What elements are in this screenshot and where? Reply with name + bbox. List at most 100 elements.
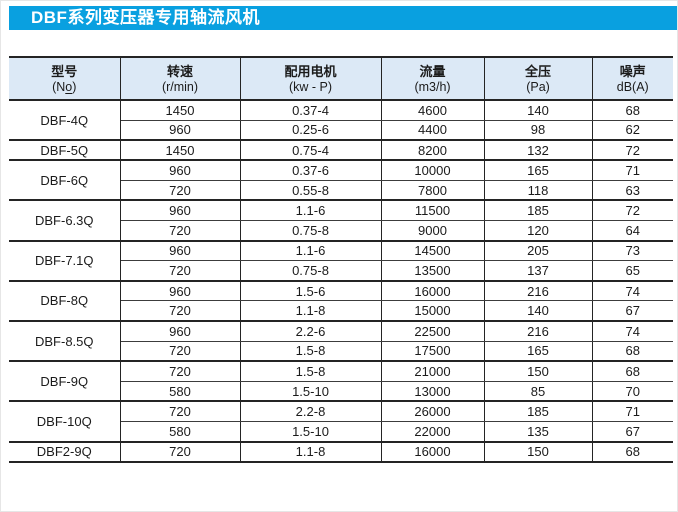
data-cell: 68	[592, 441, 673, 463]
data-cell: 0.75-4	[240, 140, 382, 162]
data-cell: 165	[484, 160, 593, 181]
data-cell: 63	[592, 180, 673, 202]
table-row: 720 0.75-8 9000 120 64	[9, 220, 673, 242]
table-row: DBF-9Q 720 1.5-8 21000 150 68	[9, 361, 673, 403]
data-cell: 1.1-6	[240, 240, 382, 262]
data-cell: 205	[484, 240, 593, 262]
table-row: DBF-8Q 960 1.5-6 16000 216 74	[9, 280, 673, 323]
data-cell: 1.1-8	[240, 300, 382, 323]
table-row: 720 1.5-8 17500 165 68	[9, 341, 673, 363]
data-cell: 185	[484, 401, 593, 423]
data-cell: 2.2-8	[240, 401, 382, 423]
data-cell: 4400	[381, 120, 485, 142]
model-cell: DBF-8Q	[9, 280, 121, 323]
col-header-pressure: 全压 (Pa)	[484, 56, 593, 101]
data-cell: 960	[120, 240, 241, 262]
table-row: DBF-6.3Q 960 1.1-6 11500 185 72	[9, 200, 673, 242]
table-row: DBF-4Q 1450 0.37-4 4600 140 68	[9, 100, 673, 142]
data-cell: 72	[592, 140, 673, 162]
col-header-speed: 转速 (r/min)	[120, 56, 241, 101]
data-cell: 960	[120, 120, 241, 142]
model-cell: DBF-10Q	[9, 401, 121, 443]
data-cell: 68	[592, 100, 673, 121]
data-cell: 22000	[381, 421, 485, 443]
data-cell: 0.75-8	[240, 260, 382, 282]
data-cell: 2.2-6	[240, 321, 382, 342]
data-cell: 0.25-6	[240, 120, 382, 142]
data-cell: 0.37-6	[240, 160, 382, 181]
table-row: 720 1.1-8 15000 140 67	[9, 300, 673, 323]
header-row: 型号 (No) 转速 (r/min) 配用电机 (kw - P) 流量 (m3/…	[9, 56, 673, 101]
fan-spec-table-wrapper: 型号 (No) 转速 (r/min) 配用电机 (kw - P) 流量 (m3/…	[9, 56, 673, 463]
data-cell: 11500	[381, 200, 485, 222]
data-cell: 16000	[381, 441, 485, 463]
table-body: DBF-4Q 1450 0.37-4 4600 140 68 960 0.25-6 4400 98…	[9, 100, 673, 463]
data-cell: 118	[484, 180, 593, 202]
table-row: 720 0.55-8 7800 118 63	[9, 180, 673, 202]
data-cell: 960	[120, 200, 241, 222]
table-row: DBF-7.1Q 960 1.1-6 14500 205 73	[9, 240, 673, 282]
table-row: 580 1.5-10 22000 135 67	[9, 421, 673, 443]
col-header-model-name: 型号	[51, 63, 78, 79]
data-cell: 720	[120, 361, 241, 382]
data-cell: 720	[120, 300, 241, 323]
data-cell: 73	[592, 240, 673, 262]
data-cell: 65	[592, 260, 673, 282]
data-cell: 74	[592, 280, 673, 302]
data-cell: 14500	[381, 240, 485, 262]
data-cell: 13000	[381, 381, 485, 403]
data-cell: 132	[484, 140, 593, 162]
data-cell: 960	[120, 321, 241, 342]
data-cell: 17500	[381, 341, 485, 363]
data-cell: 1.1-8	[240, 441, 382, 463]
table-row: 720 0.75-8 13500 137 65	[9, 260, 673, 282]
data-cell: 960	[120, 160, 241, 181]
data-cell: 71	[592, 401, 673, 423]
model-cell: DBF-8.5Q	[9, 321, 121, 363]
data-cell: 1.5-8	[240, 361, 382, 382]
data-cell: 13500	[381, 260, 485, 282]
data-cell: 580	[120, 381, 241, 403]
data-cell: 72	[592, 200, 673, 222]
model-cell: DBF-4Q	[9, 100, 121, 142]
data-cell: 137	[484, 260, 593, 282]
data-cell: 64	[592, 220, 673, 242]
data-cell: 85	[484, 381, 593, 403]
data-cell: 150	[484, 441, 593, 463]
table-row: DBF-10Q 720 2.2-8 26000 185 71	[9, 401, 673, 443]
data-cell: 16000	[381, 280, 485, 302]
data-cell: 68	[592, 361, 673, 382]
data-cell: 1.5-10	[240, 381, 382, 403]
data-cell: 4600	[381, 100, 485, 121]
table-row: 960 0.25-6 4400 98 62	[9, 120, 673, 142]
data-cell: 720	[120, 220, 241, 242]
data-cell: 135	[484, 421, 593, 443]
model-cell: DBF-6Q	[9, 160, 121, 202]
data-cell: 1.5-6	[240, 280, 382, 302]
data-cell: 0.37-4	[240, 100, 382, 121]
data-cell: 9000	[381, 220, 485, 242]
data-cell: 62	[592, 120, 673, 142]
data-cell: 120	[484, 220, 593, 242]
data-cell: 98	[484, 120, 593, 142]
data-cell: 185	[484, 200, 593, 222]
data-cell: 216	[484, 280, 593, 302]
data-cell: 7800	[381, 180, 485, 202]
data-cell: 960	[120, 280, 241, 302]
data-cell: 216	[484, 321, 593, 342]
data-cell: 720	[120, 441, 241, 463]
data-cell: 720	[120, 180, 241, 202]
data-cell: 68	[592, 341, 673, 363]
data-cell: 71	[592, 160, 673, 181]
data-cell: 10000	[381, 160, 485, 181]
fan-spec-table: 型号 (No) 转速 (r/min) 配用电机 (kw - P) 流量 (m3/…	[9, 56, 673, 463]
data-cell: 26000	[381, 401, 485, 423]
data-cell: 67	[592, 421, 673, 443]
data-cell: 720	[120, 260, 241, 282]
data-cell: 1450	[120, 140, 241, 162]
data-cell: 1.5-8	[240, 341, 382, 363]
model-cell: DBF-6.3Q	[9, 200, 121, 242]
data-cell: 1450	[120, 100, 241, 121]
data-cell: 140	[484, 300, 593, 323]
